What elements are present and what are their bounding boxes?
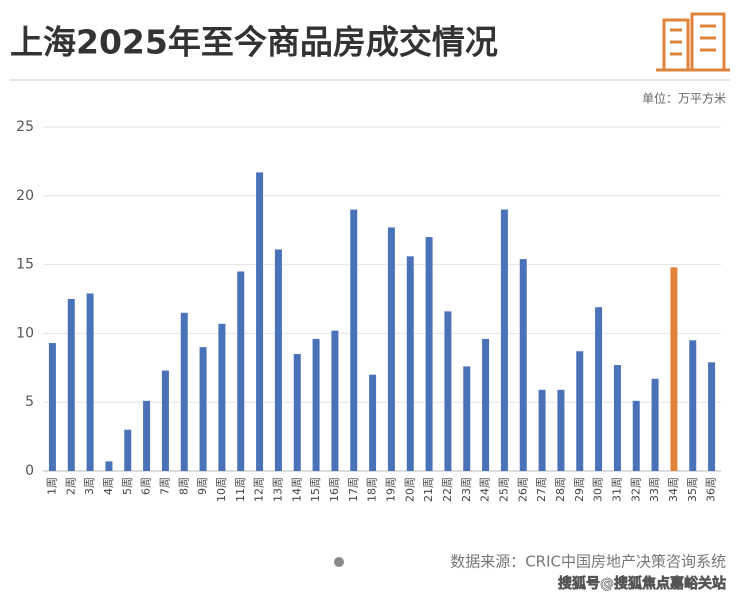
- bar: [425, 237, 433, 471]
- x-tick-label: 29周: [573, 477, 586, 502]
- bar: [369, 374, 377, 471]
- bar: [689, 340, 697, 471]
- bar: [218, 323, 226, 471]
- bar: [463, 366, 471, 471]
- building-icon: [656, 12, 730, 72]
- x-tick-label: 13周: [271, 477, 284, 502]
- x-tick-label: 34周: [667, 477, 680, 502]
- x-tick-label: 32周: [629, 477, 642, 502]
- y-tick-label: 25: [16, 119, 34, 135]
- x-tick-label: 36周: [705, 477, 718, 502]
- bar: [708, 362, 716, 471]
- x-tick-label: 20周: [403, 477, 416, 502]
- y-tick-label: 10: [16, 325, 34, 341]
- y-tick-label: 0: [25, 463, 34, 479]
- bar: [576, 351, 584, 471]
- x-tick-label: 7周: [158, 477, 171, 495]
- x-tick-label: 22周: [441, 477, 454, 502]
- bar: [406, 256, 414, 471]
- bar: [48, 343, 56, 471]
- bar: [67, 299, 75, 471]
- bar: [86, 293, 94, 471]
- x-tick-label: 26周: [516, 477, 529, 502]
- x-tick-label: 9周: [196, 477, 209, 495]
- y-tick-label: 15: [16, 257, 34, 273]
- x-tick-label: 23周: [460, 477, 473, 502]
- x-tick-label: 16周: [328, 477, 341, 502]
- bar: [613, 365, 621, 471]
- bar: [199, 347, 207, 471]
- bar: [595, 307, 603, 471]
- x-tick-label: 5周: [121, 477, 134, 495]
- unit-label: 单位：万平方米: [642, 91, 726, 106]
- bar: [256, 172, 264, 471]
- bar: [482, 338, 490, 471]
- bar: [670, 267, 678, 471]
- bar: [124, 429, 132, 471]
- bar: [237, 271, 245, 471]
- bar: [387, 227, 395, 471]
- source-dot: [334, 557, 344, 567]
- bar: [274, 249, 282, 471]
- x-tick-label: 27周: [535, 477, 548, 502]
- x-tick-label: 30周: [592, 477, 605, 502]
- x-tick-label: 19周: [384, 477, 397, 502]
- x-tick-label: 6周: [140, 477, 153, 495]
- x-tick-label: 25周: [497, 477, 510, 502]
- bar: [538, 389, 546, 471]
- bar: [331, 330, 339, 471]
- x-tick-label: 3周: [83, 477, 96, 495]
- x-tick-label: 21周: [422, 477, 435, 502]
- x-tick-label: 24周: [479, 477, 492, 502]
- bar: [180, 312, 188, 471]
- x-tick-label: 14周: [290, 477, 303, 502]
- watermark: 搜狐号@搜狐焦点嘉峪关站: [558, 575, 726, 592]
- bar: [500, 209, 508, 471]
- chart-title: 上海2025年至今商品房成交情况: [10, 23, 498, 62]
- x-tick-label: 33周: [648, 477, 661, 502]
- bar: [293, 354, 301, 471]
- x-tick-label: 4周: [102, 477, 115, 495]
- bar: [105, 461, 113, 471]
- x-tick-label: 15周: [309, 477, 322, 502]
- bar: [312, 338, 320, 471]
- bar: [350, 209, 358, 471]
- y-tick-label: 20: [16, 188, 34, 204]
- bar: [444, 311, 452, 471]
- bar: [161, 370, 169, 471]
- x-tick-label: 17周: [347, 477, 360, 502]
- x-tick-label: 1周: [45, 477, 58, 495]
- x-tick-label: 10周: [215, 477, 228, 502]
- x-tick-label: 11周: [234, 477, 247, 502]
- x-tick-label: 31周: [610, 477, 623, 502]
- source-note: 数据来源：CRIC中国房地产决策咨询系统: [450, 553, 726, 571]
- bar: [143, 400, 151, 471]
- y-tick-label: 5: [25, 394, 34, 410]
- bar: [557, 389, 565, 471]
- bar: [651, 378, 659, 471]
- bar: [519, 259, 527, 471]
- bar: [632, 400, 640, 471]
- x-tick-label: 18周: [366, 477, 379, 502]
- x-tick-label: 35周: [686, 477, 699, 502]
- x-tick-label: 2周: [64, 477, 77, 495]
- x-tick-label: 28周: [554, 477, 567, 502]
- x-tick-label: 8周: [177, 477, 190, 495]
- x-tick-label: 12周: [253, 477, 266, 502]
